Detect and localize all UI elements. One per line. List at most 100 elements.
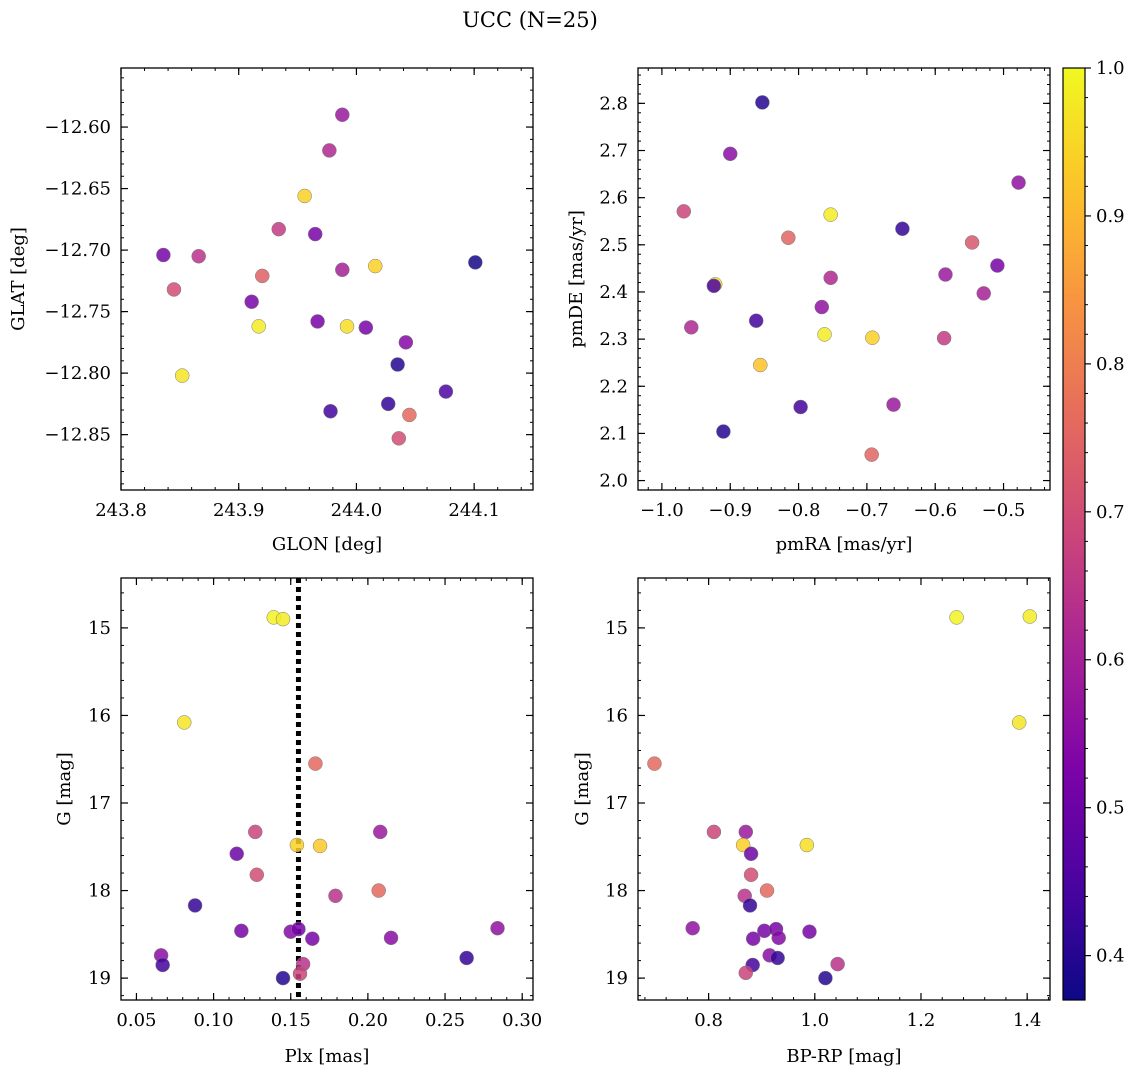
- data-point: [742, 898, 758, 913]
- y-tick-label: 2.7: [599, 141, 628, 162]
- y-axis-label: G [mag]: [54, 752, 75, 825]
- data-point: [229, 846, 244, 862]
- x-axis-label: pmRA [mas/yr]: [776, 534, 913, 555]
- y-tick-label: −12.70: [44, 240, 111, 261]
- data-point: [323, 404, 338, 419]
- axes-frame: [637, 577, 1051, 1001]
- data-point: [328, 888, 343, 904]
- data-point: [191, 248, 206, 264]
- x-tick-label: 244.1: [448, 500, 500, 521]
- data-point: [949, 610, 964, 625]
- data-point: [292, 966, 308, 981]
- y-tick-label: 15: [605, 618, 628, 639]
- data-point: [372, 824, 388, 840]
- x-tick-label: 243.8: [95, 500, 147, 521]
- data-point: [310, 314, 325, 329]
- x-tick-label: −0.9: [708, 500, 752, 521]
- x-tick-label: −0.8: [777, 500, 821, 521]
- colorbar-bar: [1062, 67, 1086, 1001]
- data-point: [249, 867, 265, 883]
- data-point: [339, 319, 355, 334]
- data-point: [380, 396, 396, 412]
- data-point: [770, 950, 785, 966]
- colorbar-ticks: 0.4 0.5 0.6 0.7 0.8 0.9 1.0: [1085, 58, 1125, 967]
- data-point: [468, 255, 483, 270]
- colorbar-tick-label: 0.6: [1096, 650, 1125, 671]
- data-point: [390, 357, 405, 372]
- y-tick-label: 2.1: [599, 423, 628, 444]
- data-point: [685, 920, 700, 936]
- data-point: [247, 824, 263, 840]
- data-point: [255, 268, 270, 284]
- data-point: [743, 846, 759, 862]
- data-point: [823, 270, 838, 286]
- data-point: [823, 207, 838, 222]
- y-tick-label: 2.8: [599, 93, 628, 114]
- data-point: [964, 235, 980, 250]
- y-tick-label: 2.3: [599, 329, 628, 350]
- axes-frame: [637, 67, 1051, 491]
- data-point: [490, 920, 505, 936]
- x-tick-label: 1.2: [907, 1010, 936, 1031]
- x-tick-label: 243.9: [213, 500, 265, 521]
- data-point: [244, 294, 259, 310]
- figure-title: UCC (N=25): [462, 8, 598, 32]
- x-tick-label: 1.4: [1013, 1010, 1042, 1031]
- y-tick-label: 2.6: [599, 188, 628, 209]
- data-point: [251, 319, 266, 334]
- data-point: [781, 230, 796, 245]
- data-point: [305, 931, 320, 946]
- y-tick-label: 19: [605, 968, 628, 989]
- y-tick-label: −12.75: [44, 302, 111, 323]
- data-point: [818, 970, 833, 986]
- data-point: [814, 299, 830, 315]
- data-point: [383, 930, 399, 946]
- scatter-panel-4: 0.8 1.0 1.2 1.4 15 16 17 18 19 BP-RP [mag] G [mag]: [572, 577, 1051, 1067]
- data-point: [275, 611, 291, 627]
- data-point: [748, 313, 764, 328]
- y-tick-label: 2.0: [599, 471, 628, 492]
- data-point: [322, 143, 337, 158]
- data-point: [936, 330, 952, 346]
- y-tick-label: 2.2: [599, 376, 628, 397]
- data-point: [716, 424, 731, 439]
- y-tick-label: 2.4: [599, 282, 628, 303]
- y-tick-label: 17: [605, 793, 628, 814]
- data-point: [753, 357, 768, 373]
- data-point: [722, 146, 738, 162]
- data-point: [684, 320, 699, 335]
- data-point: [174, 368, 190, 383]
- y-tick-label: 18: [88, 881, 111, 902]
- data-point: [291, 921, 306, 937]
- data-point: [438, 384, 454, 399]
- x-axis-label: Plx [mas]: [285, 1046, 370, 1067]
- y-tick-label: −12.80: [44, 363, 111, 384]
- data-point: [177, 715, 192, 730]
- data-point: [793, 399, 808, 415]
- data-point: [676, 204, 692, 219]
- x-tick-label: 0.25: [425, 1010, 465, 1031]
- x-tick-label: 0.15: [271, 1010, 311, 1031]
- x-tick-label: −1.0: [640, 500, 684, 521]
- y-tick-label: 2.5: [599, 235, 628, 256]
- data-point: [990, 258, 1005, 273]
- colorbar-tick-label: 0.7: [1096, 502, 1125, 523]
- axes-frame: [120, 577, 534, 1001]
- data-point: [1011, 175, 1026, 190]
- data-point: [976, 286, 991, 301]
- y-tick-label: 17: [88, 793, 111, 814]
- y-tick-label: −12.65: [44, 179, 111, 200]
- data-point: [335, 107, 350, 123]
- colorbar-tick-label: 0.9: [1096, 206, 1125, 227]
- data-point: [830, 956, 845, 972]
- x-tick-label: 0.8: [694, 1010, 723, 1031]
- colorbar-tick-label: 0.5: [1096, 798, 1125, 819]
- data-point: [166, 282, 182, 297]
- y-tick-label: 16: [605, 705, 628, 726]
- colorbar-tick-label: 1.0: [1096, 58, 1125, 79]
- data-point: [886, 397, 901, 412]
- y-axis-label: pmDE [mas/yr]: [566, 210, 587, 348]
- data-point: [289, 837, 305, 853]
- data-point: [895, 221, 910, 237]
